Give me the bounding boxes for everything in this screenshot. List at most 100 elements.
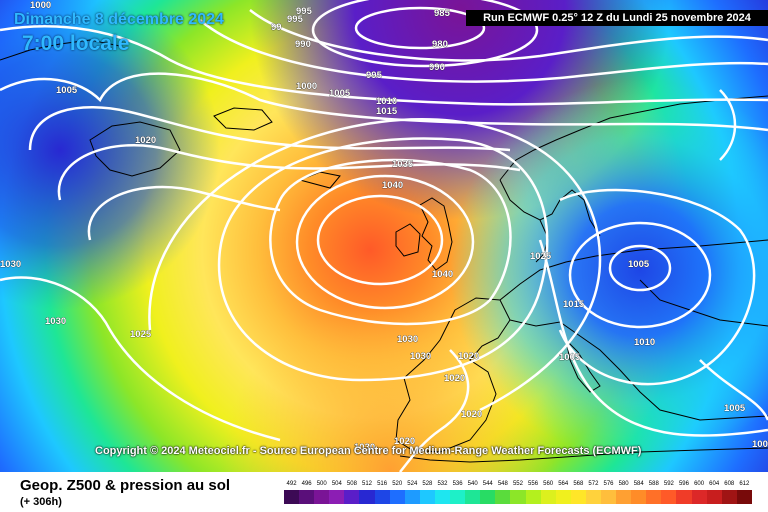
color-scale-legend: 492 496 500 504 508 512 516 520 524 528 532 536 540 5… <box>284 479 752 509</box>
scale-swatch <box>721 490 737 504</box>
scale-label: 576 <box>603 481 614 487</box>
scale-swatch <box>329 490 345 504</box>
scale-swatch <box>570 490 586 504</box>
isobar-label-995: 995 <box>296 6 313 17</box>
isobar-label-1005: 1005 <box>559 352 581 363</box>
color-scale-swatches <box>284 490 752 504</box>
isobar-1005 <box>0 72 768 132</box>
scale-label: 524 <box>407 481 418 487</box>
isobar-label-1005: 1005 <box>724 403 746 414</box>
isobar-label-995: 995 <box>287 14 304 25</box>
isobar-label-1020: 1020 <box>458 351 479 362</box>
scale-label: 568 <box>573 481 584 487</box>
isobar-label-1010: 1010 <box>634 337 655 348</box>
scale-label: 548 <box>497 481 508 487</box>
isobar-985 <box>311 0 539 68</box>
isobar-1025 <box>148 118 602 412</box>
north-africa-outline <box>399 447 768 463</box>
scale-label: 608 <box>724 481 735 487</box>
isobar-1005-southeast <box>699 359 768 421</box>
iberia-france-outline <box>395 297 511 453</box>
scale-label: 600 <box>694 481 705 487</box>
isobar-1015-low <box>558 188 756 386</box>
isobar-label-99: 99 <box>271 22 282 33</box>
scale-swatch <box>706 490 722 504</box>
isobar-label-1000: 1000 <box>296 81 317 92</box>
scale-swatch <box>525 490 541 504</box>
lead-time: (+ 306h) <box>20 496 62 508</box>
isobars <box>0 0 768 472</box>
isobar-1020-west <box>87 185 281 241</box>
model-run-banner: Run ECMWF 0.25° 12 Z du Lundi 25 novembr… <box>466 10 768 26</box>
isobar-label-1040: 1040 <box>432 269 453 280</box>
coastlines <box>0 39 768 463</box>
isobar-1030 <box>217 137 549 382</box>
scale-label: 552 <box>512 481 523 487</box>
scale-swatch <box>616 490 632 504</box>
isobar-label-1030: 1030 <box>397 334 418 345</box>
scale-swatch <box>555 490 571 504</box>
copyright-notice: Copyright © 2024 Meteociel.fr - Source E… <box>95 445 642 457</box>
scale-swatch <box>465 490 481 504</box>
scale-label: 580 <box>618 481 629 487</box>
scale-label: 604 <box>709 481 720 487</box>
scale-swatch <box>691 490 707 504</box>
scale-label: 512 <box>362 481 373 487</box>
isobar-label-1020: 1020 <box>135 135 156 146</box>
isobar-label-1020: 1020 <box>394 436 415 447</box>
weather-map: 995 995 99 990 985 980 990 995 1000 1000… <box>0 0 768 472</box>
scale-swatch <box>434 490 451 504</box>
isobar-1010-low <box>568 221 712 329</box>
isobar-label-1025: 1025 <box>130 329 152 340</box>
isobar-1010 <box>28 106 511 152</box>
isobar-label-1015: 1015 <box>563 299 585 310</box>
scale-label: 572 <box>588 481 599 487</box>
scale-label: 556 <box>528 481 539 487</box>
scale-label: 516 <box>377 481 388 487</box>
scale-label: 508 <box>346 481 357 487</box>
scale-label: 564 <box>558 481 569 487</box>
isobar-label-1005: 1005 <box>628 259 650 270</box>
isobar-label-990: 990 <box>295 39 311 50</box>
isobar-label-layer: 995 995 99 990 985 980 990 995 1000 1000… <box>0 0 768 453</box>
scale-swatch <box>344 490 360 504</box>
isobar-1005-low <box>608 244 672 292</box>
scale-label: 544 <box>482 481 493 487</box>
scale-label: 504 <box>331 481 342 487</box>
scale-swatch <box>661 490 677 504</box>
scale-swatch <box>480 490 496 504</box>
scale-label: 560 <box>543 481 554 487</box>
scale-label: 540 <box>467 481 478 487</box>
scale-label: 592 <box>663 481 674 487</box>
map-footer: Geop. Z500 & pression au sol (+ 306h) 49… <box>0 472 768 512</box>
scale-swatch <box>359 490 375 504</box>
scale-swatch <box>299 490 315 504</box>
scale-swatch <box>374 490 390 504</box>
continent-north-outline <box>499 239 768 301</box>
scale-label: 596 <box>678 481 689 487</box>
scale-label: 496 <box>301 481 312 487</box>
isobar-1035 <box>269 158 512 326</box>
great-britain-outline <box>419 197 453 271</box>
scale-swatch <box>631 490 647 504</box>
scale-swatch <box>736 490 752 504</box>
scale-label: 588 <box>648 481 659 487</box>
map-canvas: 995 995 99 990 985 980 990 995 1000 1000… <box>0 0 768 472</box>
scale-label: 584 <box>633 481 644 487</box>
scale-label: 528 <box>422 481 433 487</box>
isobar-label-1010: 1010 <box>376 96 397 107</box>
scale-swatch <box>495 490 511 504</box>
forecast-date: Dimanche 8 décembre 2024 <box>14 11 224 28</box>
isobar-label-1005: 1005 <box>329 88 351 99</box>
isobar-label-1020: 1020 <box>444 373 465 384</box>
isobar-1015 <box>57 144 521 201</box>
scale-swatch <box>676 490 692 504</box>
parameter-title: Geop. Z500 & pression au sol <box>20 477 231 494</box>
scale-swatch <box>585 490 601 504</box>
scale-label: 492 <box>286 481 297 487</box>
isobar-980 <box>354 6 486 50</box>
scale-swatch <box>450 490 466 504</box>
baltic-outline <box>499 179 601 237</box>
iberia-ridge-shading <box>0 0 768 472</box>
isobar-1000 <box>0 25 768 106</box>
